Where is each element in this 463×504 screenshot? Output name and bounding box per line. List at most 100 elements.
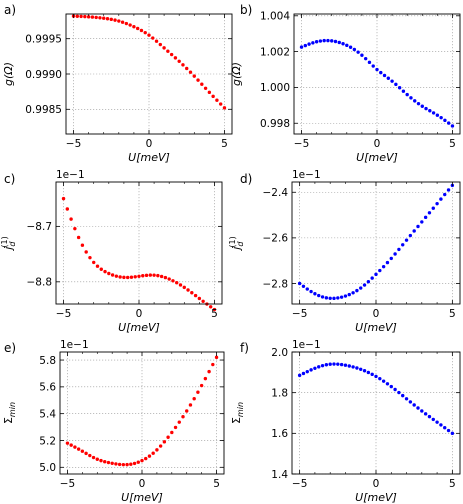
y-tick-label: 1.000 xyxy=(260,82,290,94)
offset-label: 1e−1 xyxy=(292,339,321,351)
data-point xyxy=(413,99,417,103)
y-axis-label: g(Ω) xyxy=(230,62,243,86)
x-tick-label: 0 xyxy=(136,308,143,320)
x-tick-label: 0 xyxy=(146,138,153,150)
data-point xyxy=(201,299,205,303)
panel-letter: c) xyxy=(4,172,15,186)
data-point xyxy=(215,98,219,102)
data-point xyxy=(80,243,85,247)
data-point xyxy=(385,382,390,386)
data-point xyxy=(214,355,219,360)
data-point xyxy=(374,374,378,379)
data-point xyxy=(91,455,96,460)
data-point xyxy=(90,15,95,19)
data-point xyxy=(188,70,193,74)
data-point xyxy=(144,456,148,461)
data-point xyxy=(102,16,106,20)
data-point xyxy=(386,76,391,80)
data-point xyxy=(162,46,166,50)
data-point xyxy=(171,279,175,283)
data-point xyxy=(152,273,156,277)
data-point xyxy=(443,192,447,197)
data-point xyxy=(401,89,406,93)
data-point xyxy=(182,285,186,290)
data-point xyxy=(332,362,336,366)
data-point xyxy=(147,454,152,458)
data-point xyxy=(347,292,351,297)
data-point xyxy=(381,379,386,383)
data-point xyxy=(133,275,137,279)
data-point xyxy=(69,217,73,221)
data-point xyxy=(136,460,140,464)
data-point xyxy=(144,273,149,278)
data-point xyxy=(188,403,193,407)
x-tick-label: 0 xyxy=(373,308,380,320)
data-point xyxy=(307,42,311,46)
data-point xyxy=(443,118,447,123)
data-point xyxy=(76,235,81,240)
data-point xyxy=(73,445,77,449)
data-point xyxy=(120,20,125,24)
data-point xyxy=(336,296,340,300)
data-point xyxy=(366,370,371,375)
data-point xyxy=(401,243,405,247)
data-point xyxy=(128,23,132,27)
data-point xyxy=(129,462,133,466)
x-tick-label: −5 xyxy=(60,478,75,490)
data-point xyxy=(309,368,313,372)
x-tick-label: 0 xyxy=(374,138,381,150)
data-point xyxy=(397,86,402,90)
data-point xyxy=(405,92,409,97)
data-point xyxy=(109,17,113,22)
data-point xyxy=(154,39,159,43)
data-point xyxy=(420,220,424,224)
y-axis-label: jd(1) xyxy=(0,236,17,251)
data-point xyxy=(382,73,387,78)
panel-c: c) −5 0 5 −8.8 −8.7 1e−1 U[meV] jd(1) xyxy=(0,169,223,334)
x-tick-label: 0 xyxy=(373,478,380,490)
data-point xyxy=(94,15,98,20)
data-point xyxy=(345,43,349,48)
data-point xyxy=(117,19,121,23)
data-point xyxy=(103,269,107,274)
data-point xyxy=(192,397,196,401)
data-point xyxy=(297,373,302,378)
y-axis-label: g(Ω) xyxy=(2,62,15,86)
data-point xyxy=(75,14,80,18)
data-point xyxy=(343,363,348,367)
data-point xyxy=(65,441,70,445)
data-point xyxy=(118,275,122,279)
data-point xyxy=(435,113,440,117)
data-point xyxy=(322,38,326,43)
y-tick-label: 5.6 xyxy=(39,382,56,394)
y-tick-label: 0.9995 xyxy=(25,34,62,46)
data-point xyxy=(352,47,357,52)
y-tick-label: 2.0 xyxy=(271,347,288,359)
y-tick-label: −8.8 xyxy=(27,277,53,289)
data-point xyxy=(79,14,83,19)
data-point xyxy=(305,287,309,291)
data-point xyxy=(86,15,91,19)
data-point xyxy=(333,39,338,44)
offset-label: 1e−1 xyxy=(60,339,89,351)
data-point xyxy=(185,409,189,413)
data-point xyxy=(416,101,421,106)
y-tick-label: −8.7 xyxy=(27,221,53,233)
data-point xyxy=(439,423,443,427)
y-axis-label: Σmin xyxy=(230,402,245,424)
x-tick-label: −5 xyxy=(292,478,307,490)
panel-letter: b) xyxy=(240,3,252,17)
data-point xyxy=(332,296,336,301)
x-axis-label: U[meV] xyxy=(128,151,170,164)
data-point xyxy=(129,275,134,279)
data-point xyxy=(409,96,413,100)
data-point xyxy=(385,260,390,265)
data-point xyxy=(135,26,140,31)
data-point xyxy=(348,45,353,49)
data-point xyxy=(305,369,309,374)
data-point xyxy=(394,82,398,87)
data-point xyxy=(427,414,432,419)
data-point xyxy=(125,275,130,280)
data-point xyxy=(381,264,386,269)
data-point xyxy=(185,66,189,71)
